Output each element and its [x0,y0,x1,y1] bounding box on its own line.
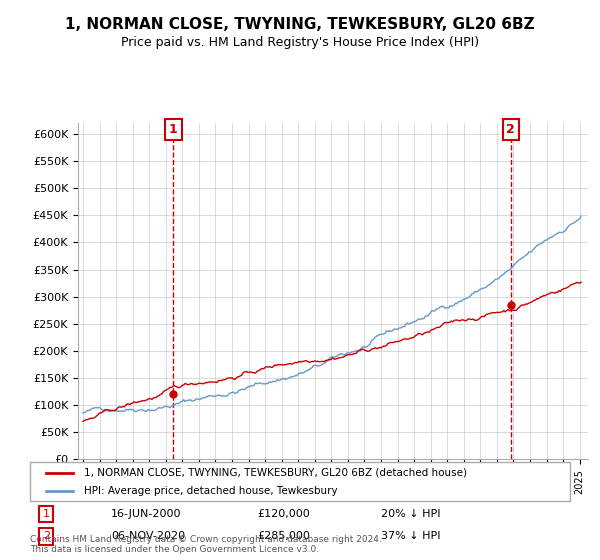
Text: 37% ↓ HPI: 37% ↓ HPI [381,531,440,542]
Text: 1, NORMAN CLOSE, TWYNING, TEWKESBURY, GL20 6BZ (detached house): 1, NORMAN CLOSE, TWYNING, TEWKESBURY, GL… [84,468,467,478]
Text: 2: 2 [506,123,515,136]
Text: 20% ↓ HPI: 20% ↓ HPI [381,509,440,519]
Text: £285,000: £285,000 [257,531,310,542]
Text: 1, NORMAN CLOSE, TWYNING, TEWKESBURY, GL20 6BZ: 1, NORMAN CLOSE, TWYNING, TEWKESBURY, GL… [65,17,535,32]
Text: HPI: Average price, detached house, Tewkesbury: HPI: Average price, detached house, Tewk… [84,486,338,496]
Text: 16-JUN-2000: 16-JUN-2000 [111,509,182,519]
Text: 2: 2 [43,531,50,542]
Text: 1: 1 [43,509,50,519]
Text: Price paid vs. HM Land Registry's House Price Index (HPI): Price paid vs. HM Land Registry's House … [121,36,479,49]
FancyBboxPatch shape [30,462,570,501]
Text: Contains HM Land Registry data © Crown copyright and database right 2024.
This d: Contains HM Land Registry data © Crown c… [30,535,382,554]
Text: 1: 1 [169,123,178,136]
Text: £120,000: £120,000 [257,509,310,519]
Text: 06-NOV-2020: 06-NOV-2020 [111,531,185,542]
